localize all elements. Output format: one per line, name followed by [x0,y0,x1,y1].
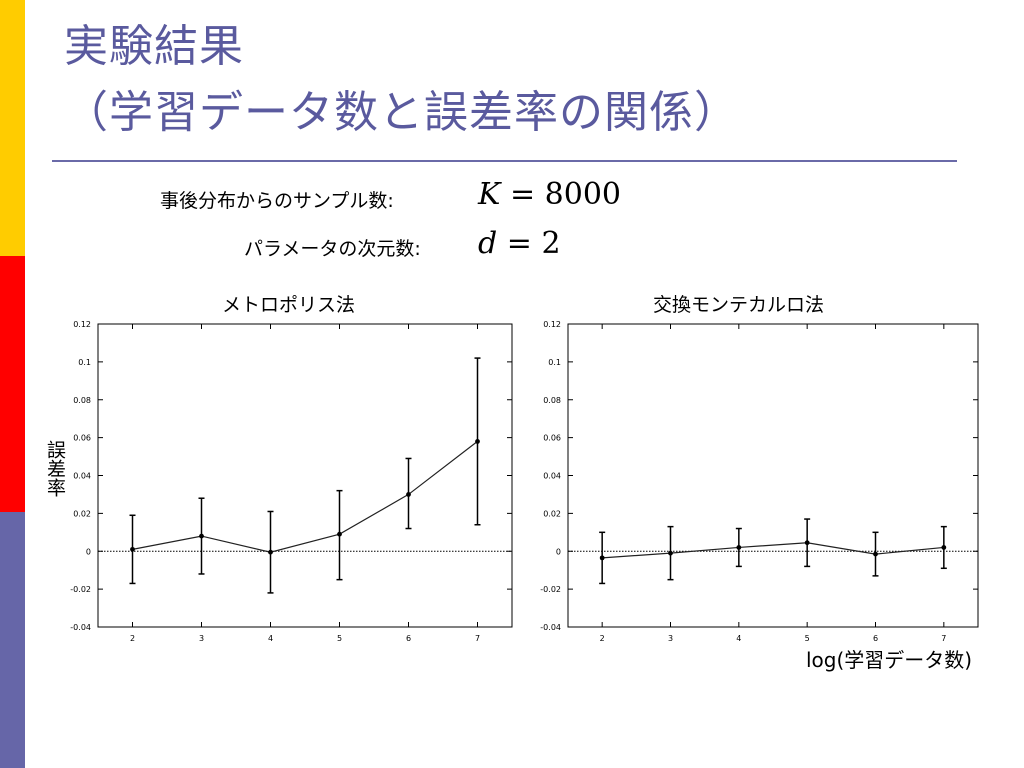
accent-bar-red [0,256,25,512]
data-point [406,492,411,497]
data-point [736,545,742,550]
samples-label: 事後分布からのサンプル数: [160,190,394,212]
x-tick-label: 6 [406,634,411,643]
samples-variable: K [478,177,501,212]
chart-exchange-mc: -0.04 -0.02 0 0.02 0.04 0.06 0.08 0.1 0.12 2 3 4 5 6 7 [540,320,979,643]
samples-value: = 8000 [509,177,621,212]
slide-title: 実験結果 [64,21,244,72]
title-divider [52,160,957,162]
dimension-value: = 2 [506,226,561,261]
plot-frame [97,323,513,628]
dimension-equation: d = 2 [478,226,561,261]
y-tick-label: 0.12 [73,320,91,329]
y-tick-label: 0.12 [543,320,561,329]
y-tick-label: 0.08 [543,396,561,405]
dimension-variable: d [478,226,498,261]
plot-frame [567,323,979,628]
y-tick-label: 0 [556,547,561,556]
slide-subtitle: （学習データ数と誤差率の関係） [64,87,739,138]
chart-metropolis: -0.04 -0.02 0 0.02 0.04 0.06 0.08 0.1 0.12 2 3 4 5 6 7 [70,320,513,643]
x-tick-label: 7 [941,634,946,643]
accent-bar-yellow [0,0,25,256]
y-tick-label: 0.06 [543,434,561,443]
data-point [804,540,810,546]
data-point [199,533,204,539]
x-tick-label: 2 [600,634,605,643]
x-tick-label: 3 [199,634,204,643]
data-point [268,549,273,555]
data-point [668,550,673,556]
dimension-label: パラメータの次元数: [244,238,421,260]
x-tick-label: 6 [873,634,878,643]
y-tick-label: 0.02 [543,509,561,518]
x-tick-label: 7 [475,634,480,643]
y-tick-label: -0.02 [540,585,561,594]
y-tick-label: -0.04 [540,623,561,632]
x-tick-label: 3 [668,634,673,643]
x-tick-label: 5 [805,634,810,643]
data-point [475,439,480,444]
x-tick-label: 2 [130,634,135,643]
y-tick-label: 0.1 [78,358,91,367]
y-tick-label: -0.04 [70,623,91,632]
accent-bar-blue [0,512,25,768]
x-tick-label: 5 [337,634,342,643]
y-tick-label: 0.08 [73,396,91,405]
samples-equation: K = 8000 [478,177,621,212]
data-point [599,555,605,561]
y-tick-label: 0.04 [543,472,561,481]
x-tick-label: 4 [268,634,273,643]
data-point [337,531,342,537]
y-tick-label: 0.06 [73,434,91,443]
series-line [602,542,944,559]
chart-title-metropolis: メトロポリス法 [222,294,356,316]
series-line [132,440,478,553]
y-tick-label: -0.02 [70,585,91,594]
data-point [130,546,135,552]
data-point [941,545,947,550]
y-tick-label: 0.02 [73,509,91,518]
chart-title-exchange-mc: 交換モンテカルロ法 [653,294,825,316]
x-tick-label: 4 [736,634,741,643]
y-tick-label: 0.04 [73,472,91,481]
y-tick-label: 0 [86,547,91,556]
y-tick-label: 0.1 [548,358,561,367]
x-axis-label: log(学習データ数) [806,648,973,672]
data-point [873,551,878,557]
y-axis-label: 誤差率 [44,440,66,497]
